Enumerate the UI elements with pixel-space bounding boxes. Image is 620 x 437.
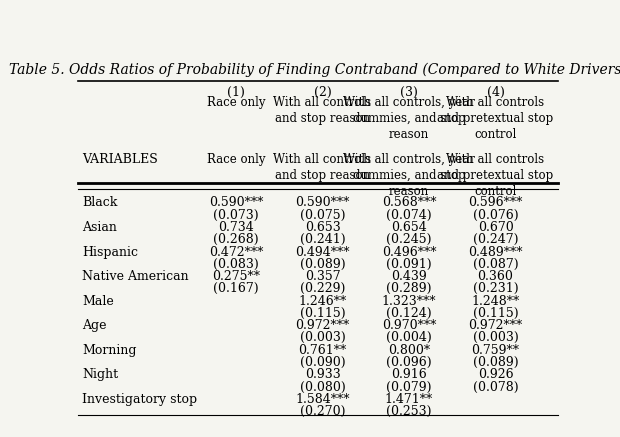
Text: 0.654: 0.654 [391,221,427,234]
Text: 0.916: 0.916 [391,368,427,382]
Text: (0.268): (0.268) [213,233,259,246]
Text: (0.080): (0.080) [299,381,345,393]
Text: With all controls, year
dummies, and stop
reason: With all controls, year dummies, and sto… [343,153,475,198]
Text: (0.089): (0.089) [472,356,518,369]
Text: With all controls
and stop reason: With all controls and stop reason [273,96,371,125]
Text: 0.360: 0.360 [477,270,513,283]
Text: (4): (4) [487,86,505,99]
Text: 0.972***: 0.972*** [296,319,350,332]
Text: With all controls
and pretextual stop
control: With all controls and pretextual stop co… [438,96,554,141]
Text: (0.004): (0.004) [386,331,432,344]
Text: Race only: Race only [207,96,265,109]
Text: Native American: Native American [82,270,189,283]
Text: Night: Night [82,368,118,382]
Text: (0.078): (0.078) [472,381,518,393]
Text: (0.091): (0.091) [386,258,432,271]
Text: 0.596***: 0.596*** [468,197,523,209]
Text: (0.245): (0.245) [386,233,432,246]
Text: Age: Age [82,319,107,332]
Text: Morning: Morning [82,344,137,357]
Text: (0.115): (0.115) [472,307,518,320]
Text: (0.124): (0.124) [386,307,432,320]
Text: 0.734: 0.734 [218,221,254,234]
Text: 1.246**: 1.246** [298,295,347,308]
Text: 0.496***: 0.496*** [382,246,436,259]
Text: Investigatory stop: Investigatory stop [82,393,197,406]
Text: (0.003): (0.003) [472,331,518,344]
Text: 0.761**: 0.761** [298,344,347,357]
Text: 0.357: 0.357 [305,270,340,283]
Text: (0.076): (0.076) [472,208,518,222]
Text: (1): (1) [227,86,245,99]
Text: With all controls
and pretextual stop
control: With all controls and pretextual stop co… [438,153,554,198]
Text: With all controls
and stop reason: With all controls and stop reason [273,153,371,182]
Text: (0.115): (0.115) [299,307,345,320]
Text: Asian: Asian [82,221,117,234]
Text: (3): (3) [400,86,418,99]
Text: (0.087): (0.087) [472,258,518,271]
Text: 0.590***: 0.590*** [209,197,264,209]
Text: 1.584***: 1.584*** [295,393,350,406]
Text: Black: Black [82,197,118,209]
Text: 0.970***: 0.970*** [382,319,436,332]
Text: (0.253): (0.253) [386,405,432,418]
Text: Hispanic: Hispanic [82,246,138,259]
Text: 0.800*: 0.800* [388,344,430,357]
Text: 0.926: 0.926 [478,368,513,382]
Text: With all controls, year
dummies, and stop
reason: With all controls, year dummies, and sto… [343,96,475,141]
Text: 0.275**: 0.275** [212,270,260,283]
Text: (0.003): (0.003) [299,331,345,344]
Text: (0.074): (0.074) [386,208,432,222]
Text: (0.083): (0.083) [213,258,259,271]
Text: (0.090): (0.090) [299,356,345,369]
Text: (0.231): (0.231) [472,282,518,295]
Text: Male: Male [82,295,114,308]
Text: 0.568***: 0.568*** [382,197,436,209]
Text: (0.270): (0.270) [300,405,345,418]
Text: 0.439: 0.439 [391,270,427,283]
Text: 0.494***: 0.494*** [295,246,350,259]
Text: (0.073): (0.073) [213,208,259,222]
Text: 0.759**: 0.759** [472,344,520,357]
Text: VARIABLES: VARIABLES [82,153,158,166]
Text: (2): (2) [314,86,332,99]
Text: 1.471**: 1.471** [385,393,433,406]
Text: 1.323***: 1.323*** [382,295,436,308]
Text: (0.089): (0.089) [299,258,345,271]
Text: 0.933: 0.933 [304,368,340,382]
Text: Table 5. Odds Ratios of Probability of Finding Contraband (Compared to White Dri: Table 5. Odds Ratios of Probability of F… [9,62,620,77]
Text: (0.247): (0.247) [473,233,518,246]
Text: Race only: Race only [207,153,265,166]
Text: 0.489***: 0.489*** [468,246,523,259]
Text: 0.670: 0.670 [477,221,513,234]
Text: 0.653: 0.653 [304,221,340,234]
Text: (0.167): (0.167) [213,282,259,295]
Text: 0.972***: 0.972*** [469,319,523,332]
Text: (0.241): (0.241) [299,233,345,246]
Text: (0.096): (0.096) [386,356,432,369]
Text: (0.289): (0.289) [386,282,432,295]
Text: 1.248**: 1.248** [471,295,520,308]
Text: 0.472***: 0.472*** [209,246,264,259]
Text: 0.590***: 0.590*** [295,197,350,209]
Text: (0.075): (0.075) [300,208,345,222]
Text: (0.079): (0.079) [386,381,432,393]
Text: (0.229): (0.229) [300,282,345,295]
